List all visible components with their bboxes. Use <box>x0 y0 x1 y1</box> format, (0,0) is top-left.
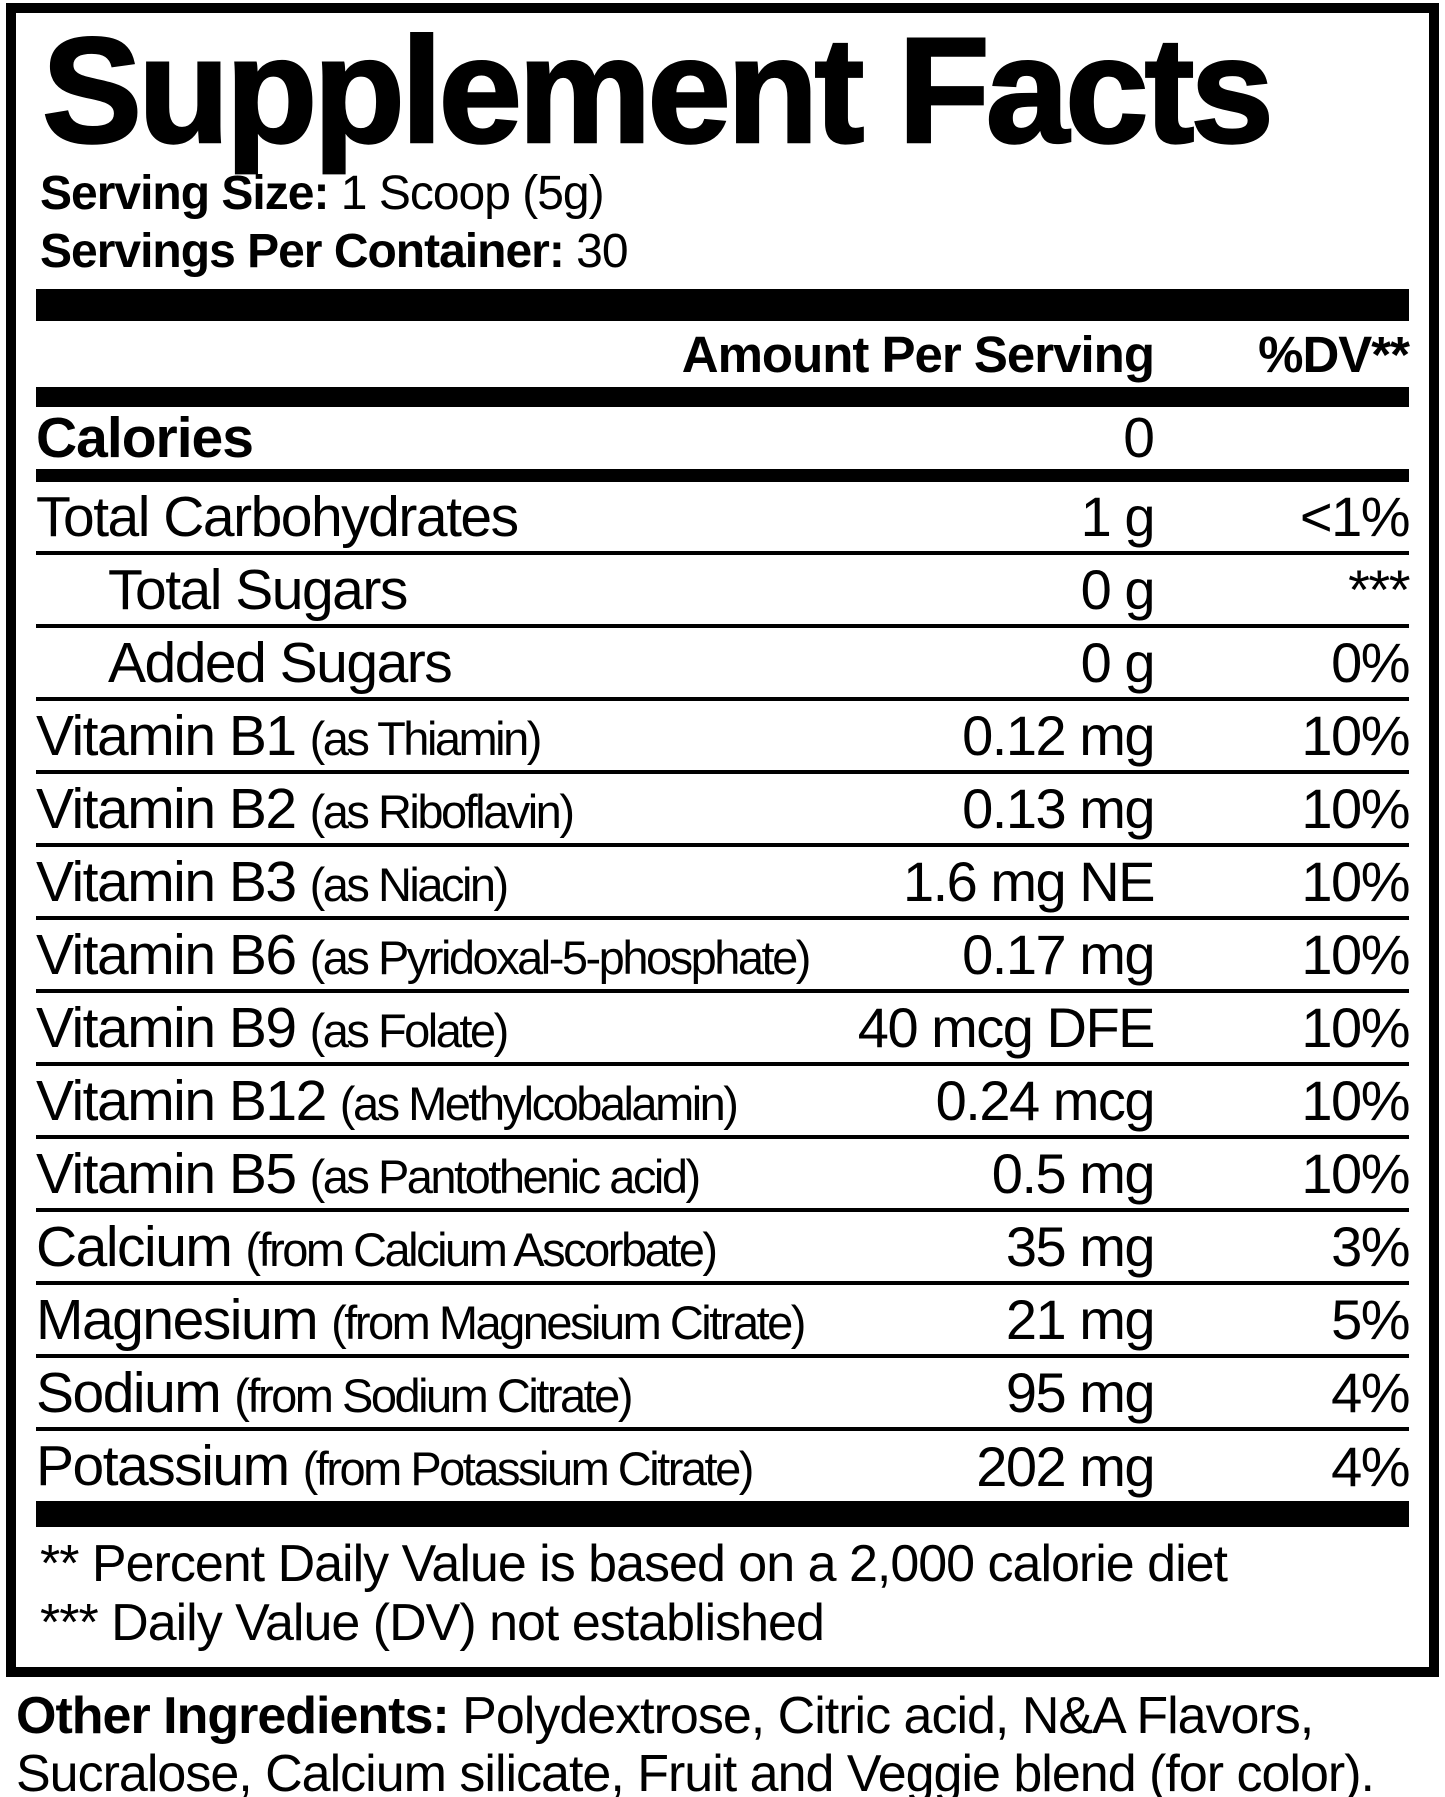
nutrient-dv: 10% <box>1301 850 1410 913</box>
nutrient-source: (from Calcium Ascorbate) <box>245 1222 718 1276</box>
nutrient-name: Vitamin B12 <box>36 1068 327 1133</box>
percent-dv-header: %DV** <box>1258 325 1410 383</box>
nutrient-row-vitamin-b5: Vitamin B5 (as Pantothenic acid) 0.5 mg 1… <box>36 1139 1411 1212</box>
other-ingredients: Other Ingredients: Polydextrose, Citric … <box>16 1687 1429 1797</box>
calories-label: Calories <box>36 406 254 470</box>
serving-size-label: Serving Size: <box>40 167 329 220</box>
nutrient-row-sodium: Sodium (from Sodium Citrate) 95 mg 4% <box>36 1358 1411 1431</box>
nutrient-name: Vitamin B6 <box>36 922 297 987</box>
nutrient-row-vitamin-b6: Vitamin B6 (as Pyridoxal-5-phosphate) 0.1… <box>36 920 1411 993</box>
nutrient-amount: 0.5 mg <box>991 1142 1156 1205</box>
nutrient-source: (as Riboflavin) <box>309 784 575 838</box>
separator-bar-footnotes <box>36 1501 1409 1527</box>
nutrient-amount: 0 g <box>1080 631 1156 694</box>
calories-amount: 0 <box>1123 406 1155 470</box>
nutrient-row-magnesium: Magnesium (from Magnesium Citrate) 21 mg … <box>36 1285 1411 1358</box>
nutrient-source: (as Pantothenic acid) <box>309 1149 702 1203</box>
nutrient-amount: 1.6 mg NE <box>902 850 1156 913</box>
nutrient-row-added-sugars: Added Sugars 0 g 0% <box>36 628 1411 701</box>
nutrient-name: Sodium <box>36 1360 222 1425</box>
nutrient-source: (as Pyridoxal-5-phosphate) <box>309 930 812 984</box>
nutrient-source: (as Thiamin) <box>309 711 543 765</box>
nutrient-name: Vitamin B3 <box>36 849 297 914</box>
separator-bar-header <box>36 387 1409 407</box>
servings-per-container-line: Servings Per Container: 30 <box>40 223 1409 281</box>
nutrient-table: Total Carbohydrates 1 g <1% Total Sugars… <box>36 482 1411 1501</box>
serving-size-line: Serving Size: 1 Scoop (5g) <box>40 165 1409 223</box>
nutrient-amount: 0.17 mg <box>962 923 1155 986</box>
amount-per-serving-header: Amount Per Serving <box>681 325 1155 383</box>
nutrient-name: Potassium <box>36 1434 290 1498</box>
serving-size-value: 1 Scoop (5g) <box>340 167 605 220</box>
nutrient-row-vitamin-b12: Vitamin B12 (as Methylcobalamin) 0.24 mcg… <box>36 1066 1411 1139</box>
nutrient-row-vitamin-b3: Vitamin B3 (as Niacin) 1.6 mg NE 10% <box>36 847 1411 920</box>
nutrient-source: (as Folate) <box>309 1003 510 1057</box>
footnotes: ** Percent Daily Value is based on a 2,0… <box>36 1527 1409 1667</box>
nutrient-name: Vitamin B2 <box>36 776 297 841</box>
nutrient-row-vitamin-b2: Vitamin B2 (as Riboflavin) 0.13 mg 10% <box>36 774 1411 847</box>
separator-bar-calories <box>36 469 1409 482</box>
nutrient-amount: 0.12 mg <box>962 704 1155 767</box>
nutrient-row-total-carbohydrates: Total Carbohydrates 1 g <1% <box>36 482 1411 555</box>
nutrient-dv: 10% <box>1301 1069 1410 1132</box>
servings-per-container-label: Servings Per Container: <box>40 225 565 278</box>
nutrient-name: Total Sugars <box>108 557 408 622</box>
nutrient-amount: 0 g <box>1080 558 1156 621</box>
nutrient-name: Vitamin B9 <box>36 995 297 1060</box>
nutrient-dv: 5% <box>1331 1288 1410 1351</box>
nutrient-name: Total Carbohydrates <box>36 484 519 549</box>
nutrient-name: Calcium <box>36 1214 233 1279</box>
nutrient-dv: 10% <box>1301 704 1410 767</box>
nutrient-source: (from Sodium Citrate) <box>234 1368 633 1422</box>
nutrient-dv: 10% <box>1301 1142 1410 1205</box>
other-ingredients-value: Polydextrose, Citric acid, N&A Flavors, … <box>16 1687 1375 1797</box>
nutrient-dv: *** <box>1348 558 1410 621</box>
footnote-dv-basis: ** Percent Daily Value is based on a 2,0… <box>40 1535 1228 1593</box>
nutrient-amount: 0.24 mcg <box>935 1069 1156 1132</box>
nutrient-amount: 202 mg <box>976 1434 1155 1498</box>
footnote-dv-not-established: *** Daily Value (DV) not established <box>40 1594 825 1652</box>
column-header-row: Amount Per Serving %DV** <box>36 321 1410 387</box>
nutrient-row-vitamin-b1: Vitamin B1 (as Thiamin) 0.12 mg 10% <box>36 701 1411 774</box>
nutrient-amount: 95 mg <box>1005 1361 1156 1424</box>
nutrient-amount: 0.13 mg <box>962 777 1155 840</box>
nutrient-name: Vitamin B5 <box>36 1141 297 1206</box>
calories-row: Calories 0 <box>36 406 1409 470</box>
nutrient-dv: 10% <box>1301 996 1410 1059</box>
servings-per-container-value: 30 <box>576 225 628 278</box>
nutrient-dv: 0% <box>1331 631 1410 694</box>
panel-title: Supplement Facts <box>41 6 1275 174</box>
nutrient-row-vitamin-b9: Vitamin B9 (as Folate) 40 mcg DFE 10% <box>36 993 1411 1066</box>
nutrient-dv: 10% <box>1301 777 1410 840</box>
nutrient-dv: 4% <box>1331 1434 1410 1498</box>
nutrient-source: (as Niacin) <box>309 857 510 911</box>
nutrient-source: (from Magnesium Citrate) <box>331 1295 806 1349</box>
nutrient-amount: 1 g <box>1080 485 1156 548</box>
nutrient-dv: 4% <box>1331 1361 1410 1424</box>
nutrient-row-total-sugars: Total Sugars 0 g *** <box>36 555 1411 628</box>
nutrient-amount: 40 mcg DFE <box>857 996 1156 1059</box>
nutrient-name: Magnesium <box>36 1287 319 1352</box>
nutrient-name: Vitamin B1 <box>36 703 297 768</box>
nutrient-name: Added Sugars <box>108 630 453 695</box>
nutrient-row-calcium: Calcium (from Calcium Ascorbate) 35 mg 3% <box>36 1212 1411 1285</box>
separator-bar-top <box>36 289 1409 321</box>
supplement-facts-panel: Supplement Facts Serving Size: 1 Scoop (… <box>6 3 1439 1677</box>
other-ingredients-label: Other Ingredients: <box>16 1687 450 1745</box>
nutrient-dv: 10% <box>1301 923 1410 986</box>
nutrient-source: (from Potassium Citrate) <box>302 1442 755 1495</box>
nutrient-amount: 21 mg <box>1005 1288 1156 1351</box>
nutrient-source: (as Methylcobalamin) <box>339 1076 739 1130</box>
nutrient-dv: <1% <box>1299 485 1411 548</box>
nutrient-dv: 3% <box>1331 1215 1410 1278</box>
nutrient-amount: 35 mg <box>1005 1215 1156 1278</box>
nutrient-row-potassium: Potassium (from Potassium Citrate) 202 mg… <box>36 1431 1411 1501</box>
